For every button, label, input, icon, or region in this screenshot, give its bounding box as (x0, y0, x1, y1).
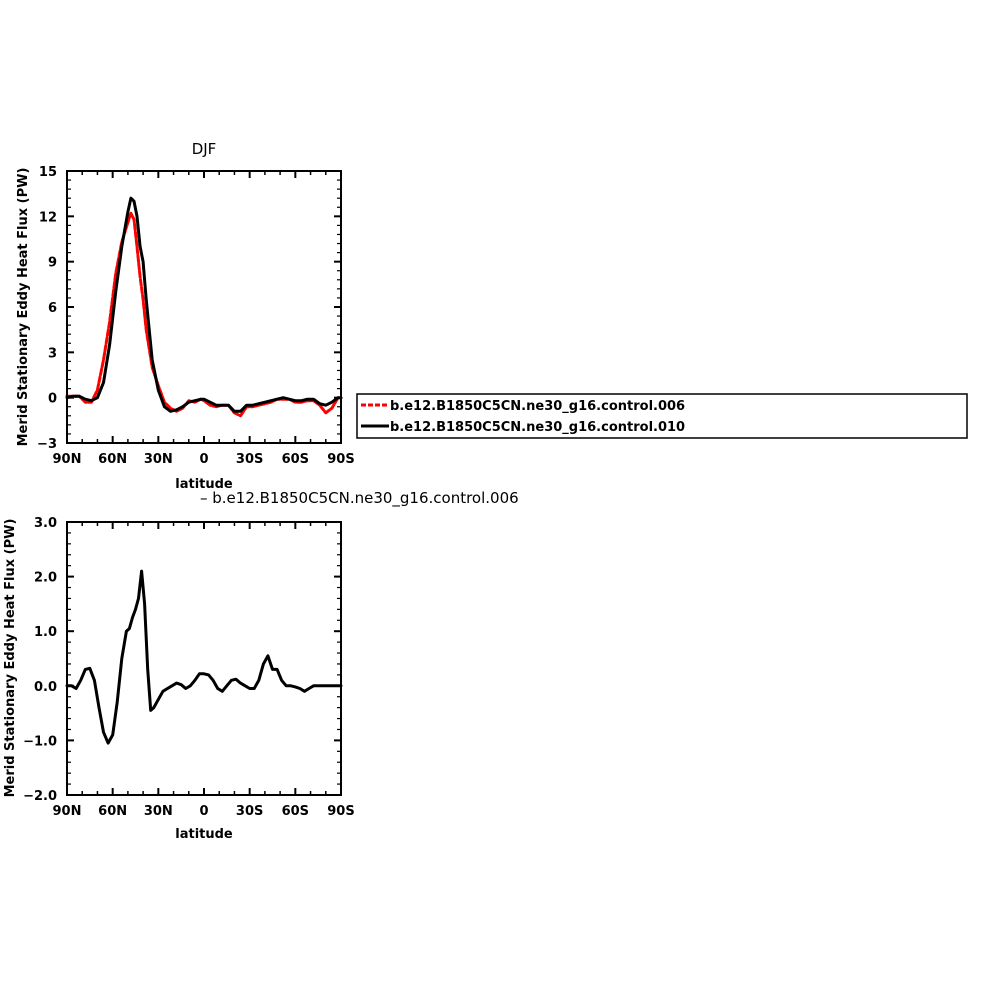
legend-entry-006: b.e12.B1850C5CN.ne30_g16.control.006 (390, 399, 685, 414)
plot-frame (66, 521, 342, 796)
series-line-1 (65, 211, 343, 418)
ticks-group: 90N 60N 30N 0 30S 60S 90S −3 0 3 6 9 12 15 (37, 165, 355, 467)
legend-entry-010: b.e12.B1850C5CN.ne30_g16.control.010 (390, 420, 685, 435)
y-tick-label: 9 (48, 256, 57, 271)
y-tick-label: −3 (37, 437, 57, 452)
y-tick-label: 1.0 (34, 625, 57, 640)
x-tick-label: 0 (199, 452, 208, 467)
x-tick-label: 60N (98, 804, 127, 819)
y-tick-label: 2.0 (34, 571, 57, 586)
y-tick-label: 0 (48, 392, 57, 407)
y-tick-label: 12 (39, 210, 57, 225)
plot-group (65, 196, 343, 418)
y-tick-label: 3.0 (34, 516, 57, 531)
x-tick-label: 30N (144, 452, 173, 467)
y-tick-label: 6 (48, 301, 57, 316)
x-tick-label: 0 (199, 804, 208, 819)
x-tick-label: 90S (327, 804, 354, 819)
y-tick-label: 15 (39, 165, 57, 180)
series-line-2 (65, 196, 343, 413)
legend: b.e12.B1850C5CN.ne30_g16.control.006 b.e… (356, 393, 968, 439)
x-axis-label: latitude (175, 477, 233, 492)
plot-group (65, 569, 343, 745)
chart-title: – b.e12.B1850C5CN.ne30_g16.control.006 (200, 489, 519, 508)
y-tick-label: −2.0 (23, 789, 57, 804)
y-tick-label: 0.0 (34, 680, 57, 695)
x-tick-label: 30N (144, 804, 173, 819)
x-tick-label: 60S (282, 804, 309, 819)
y-axis-label: Merid Stationary Eddy Heat Flux (PW) (3, 519, 18, 798)
x-axis-label: latitude (175, 827, 233, 842)
x-tick-label: 90N (53, 804, 82, 819)
panel-difference: – b.e12.B1850C5CN.ne30_g16.control.006 M… (3, 489, 519, 842)
y-tick-label: 3 (48, 346, 57, 361)
panel-djf: DJF Merid Stationary Eddy Heat Flux (PW)… (16, 140, 355, 492)
x-tick-label: 30S (236, 804, 263, 819)
y-tick-label: −1.0 (23, 734, 57, 749)
series-line-1 (65, 569, 343, 745)
y-axis-label: Merid Stationary Eddy Heat Flux (PW) (16, 168, 31, 447)
plot-frame (66, 170, 342, 444)
legend-box (356, 393, 968, 439)
x-tick-label: 60N (98, 452, 127, 467)
x-tick-label: 60S (282, 452, 309, 467)
chart-title: DJF (192, 140, 217, 158)
x-tick-label: 90S (327, 452, 354, 467)
x-tick-label: 30S (236, 452, 263, 467)
x-tick-label: 90N (53, 452, 82, 467)
ticks-group: 90N 60N 30N 0 30S 60S 90S −2.0 −1.0 0.0 1.0 2.0 3.0 (23, 516, 355, 819)
